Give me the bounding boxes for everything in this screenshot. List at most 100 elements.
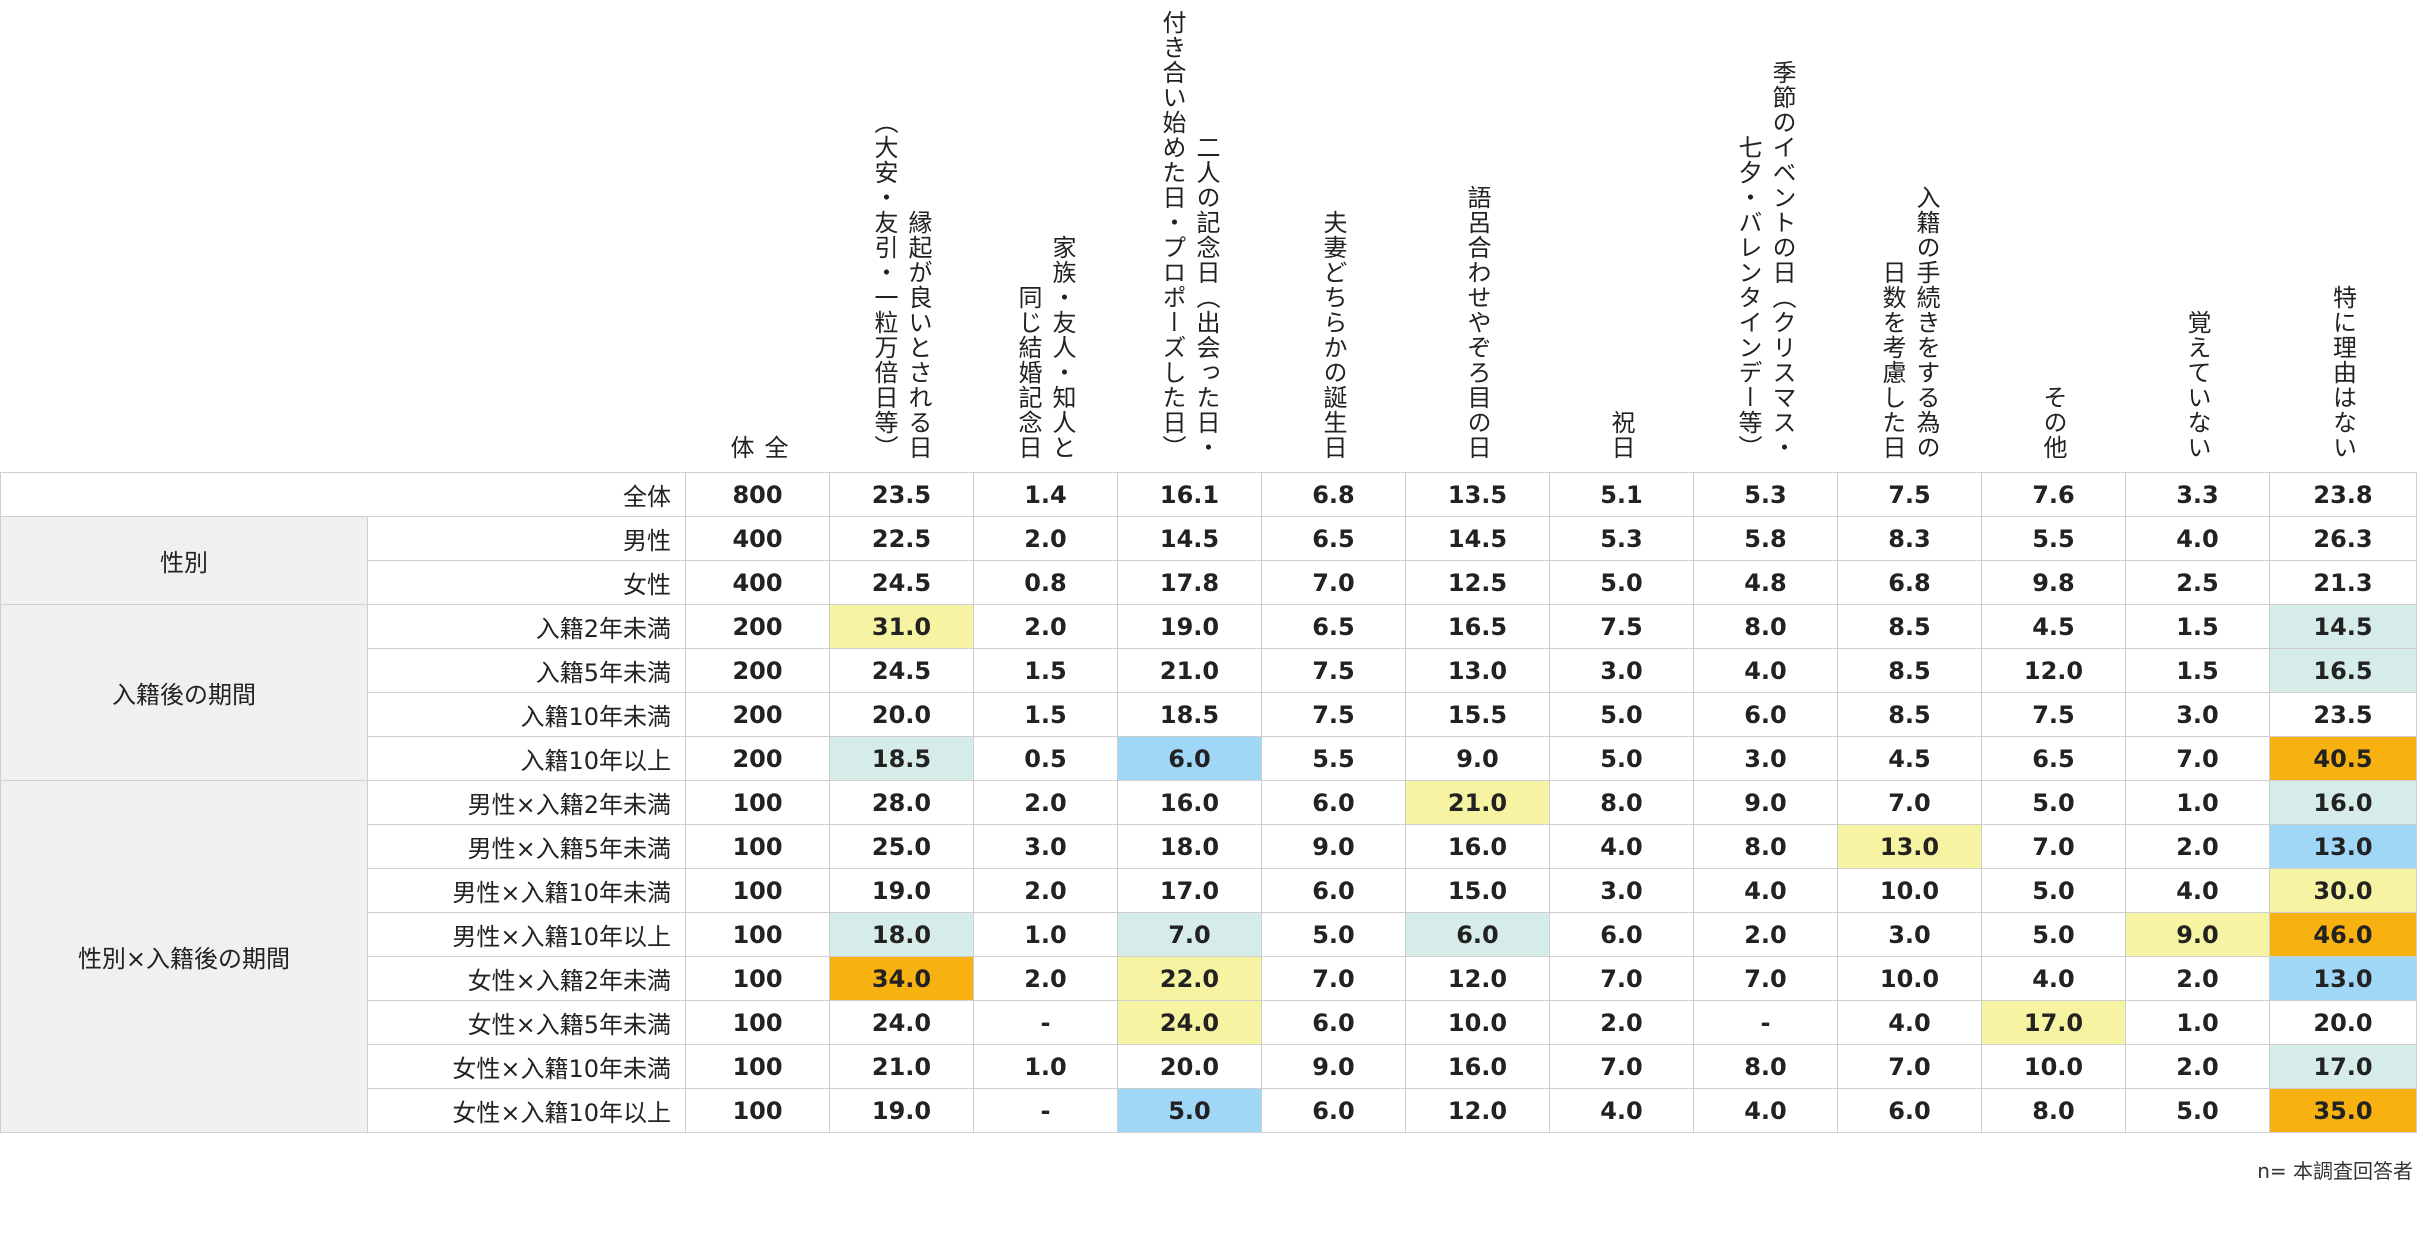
- value-cell: 1.5: [973, 692, 1118, 737]
- value-cell: 2.0: [2125, 824, 2270, 869]
- row-label: 男性×入籍2年未満: [367, 780, 686, 825]
- value-cell: 5.8: [1693, 516, 1838, 561]
- table-row: 女性×入籍5年未満 100 24.0-24.0 6.0 10.0 2.0-4.0 17.0 1…: [1, 1000, 2417, 1045]
- value-cell: 6.8: [1837, 560, 1982, 605]
- value-cell: 6.0: [1693, 692, 1838, 737]
- value-cell: 23.5: [2269, 692, 2417, 737]
- value-cell: 17.8: [1117, 560, 1262, 605]
- value-cell: 8.0: [1693, 1044, 1838, 1089]
- value-cell: 10.0: [1981, 1044, 2126, 1089]
- value-cell: 8.5: [1837, 692, 1982, 737]
- value-cell: 46.0: [2269, 912, 2417, 957]
- value-cell: 23.5: [829, 472, 974, 517]
- value-cell: 7.5: [1261, 648, 1406, 693]
- value-cell: 1.5: [2125, 604, 2270, 649]
- results-table: 全体 800 23.5 1.4 16.1 6.8 13.5 5.1 5.3 7.5 7.6 3.3 23…: [0, 472, 2417, 1133]
- value-cell: 1.0: [973, 912, 1118, 957]
- column-headers: 全体縁起が良いとされる日 （大安・友引・一粒万倍日等） 家族・友人・知人と 同じ結婚記…: [0, 0, 2417, 472]
- value-cell: 7.0: [1117, 912, 1262, 957]
- value-cell: 16.5: [1405, 604, 1550, 649]
- value-cell: 10.0: [1837, 956, 1982, 1001]
- value-cell: 2.0: [973, 956, 1118, 1001]
- value-cell: 200: [685, 604, 830, 649]
- value-cell: 8.0: [1693, 824, 1838, 869]
- row-label: 女性×入籍2年未満: [367, 956, 686, 1001]
- table-row: 女性×入籍10年未満 100 21.0 1.0 20.0 9.0 16.0 7.0 8.0 7.0…: [1, 1044, 2417, 1089]
- value-cell: 12.5: [1405, 560, 1550, 605]
- value-cell: 2.5: [2125, 560, 2270, 605]
- value-cell: 16.0: [1117, 780, 1262, 825]
- value-cell: 2.0: [2125, 956, 2270, 1001]
- header-procedure: 入籍の手続きをする為の 日数を考慮した日: [1837, 0, 1981, 460]
- value-cell: 2.0: [1693, 912, 1838, 957]
- value-cell: -: [1693, 1000, 1838, 1045]
- value-cell: 14.5: [2269, 604, 2417, 649]
- header-auspicious: 縁起が良いとされる日 （大安・友引・一粒万倍日等）: [829, 0, 973, 460]
- value-cell: 3.0: [973, 824, 1118, 869]
- header-family-line: 家族・友人・知人と: [1048, 235, 1076, 460]
- value-cell: 9.0: [2125, 912, 2270, 957]
- header-holiday-line: 祝日: [1607, 410, 1635, 460]
- value-cell: 100: [685, 824, 830, 869]
- value-cell: 5.0: [1981, 912, 2126, 957]
- value-cell: 15.0: [1405, 868, 1550, 913]
- value-cell: 200: [685, 648, 830, 693]
- table-row: 男性×入籍10年以上 100 18.0 1.0 7.0 5.0 6.0 6.0 2.0 3.0 5.…: [1, 912, 2417, 957]
- header-wordplay: 語呂合わせやぞろ目の日: [1405, 0, 1549, 460]
- header-procedure-line: 入籍の手続きをする為の: [1912, 185, 1940, 460]
- value-cell: 7.0: [1981, 824, 2126, 869]
- value-cell: 3.3: [2125, 472, 2270, 517]
- value-cell: 4.0: [1981, 956, 2126, 1001]
- value-cell: 5.1: [1549, 472, 1694, 517]
- value-cell: 3.0: [1837, 912, 1982, 957]
- value-cell: 14.5: [1405, 516, 1550, 561]
- row-label: 男性×入籍10年未満: [367, 868, 686, 913]
- value-cell: 2.0: [973, 868, 1118, 913]
- value-cell: 16.1: [1117, 472, 1262, 517]
- value-cell: 17.0: [2269, 1044, 2417, 1089]
- header-season: 季節のイベントの日（クリスマス・ 七夕・バレンタインデー等）: [1693, 0, 1837, 460]
- value-cell: 9.0: [1261, 1044, 1406, 1089]
- row-label: 入籍5年未満: [367, 648, 686, 693]
- value-cell: 7.0: [2125, 736, 2270, 781]
- value-cell: 3.0: [1549, 648, 1694, 693]
- value-cell: 13.5: [1405, 472, 1550, 517]
- row-label: 男性×入籍5年未満: [367, 824, 686, 869]
- header-auspicious-line: 縁起が良いとされる日: [904, 210, 932, 460]
- header-auspicious-line: （大安・友引・一粒万倍日等）: [870, 110, 898, 460]
- value-cell: 2.0: [973, 604, 1118, 649]
- value-cell: 6.0: [1261, 868, 1406, 913]
- row-label: 入籍10年以上: [367, 736, 686, 781]
- header-procedure-line: 日数を考慮した日: [1878, 260, 1906, 460]
- header-noreason: 特に理由はない: [2269, 0, 2416, 460]
- value-cell: 22.5: [829, 516, 974, 561]
- value-cell: 9.0: [1693, 780, 1838, 825]
- value-cell: 100: [685, 1000, 830, 1045]
- value-cell: 200: [685, 692, 830, 737]
- value-cell: 6.0: [1117, 736, 1262, 781]
- value-cell: 16.0: [1405, 1044, 1550, 1089]
- value-cell: 200: [685, 736, 830, 781]
- value-cell: 10.0: [1405, 1000, 1550, 1045]
- value-cell: 5.0: [1549, 736, 1694, 781]
- value-cell: 25.0: [829, 824, 974, 869]
- value-cell: 22.0: [1117, 956, 1262, 1001]
- value-cell: 17.0: [1981, 1000, 2126, 1045]
- table-row: 女性×入籍10年以上 100 19.0-5.0 6.0 12.0 4.0 4.0 6.0 8.0…: [1, 1088, 2417, 1133]
- value-cell: 6.5: [1261, 604, 1406, 649]
- value-cell: 7.5: [1261, 692, 1406, 737]
- value-cell: 5.5: [1981, 516, 2126, 561]
- header-family: 家族・友人・知人と 同じ結婚記念日: [973, 0, 1117, 460]
- header-season-line: 七夕・バレンタインデー等）: [1734, 135, 1762, 460]
- header-forgot-line: 覚えていない: [2183, 310, 2211, 460]
- value-cell: 4.0: [2125, 516, 2270, 561]
- header-other-line: その他: [2039, 385, 2067, 460]
- value-cell: 18.0: [829, 912, 974, 957]
- value-cell: 18.0: [1117, 824, 1262, 869]
- value-cell: 13.0: [2269, 956, 2417, 1001]
- value-cell: 1.0: [2125, 1000, 2270, 1045]
- value-cell: 7.0: [1837, 780, 1982, 825]
- value-cell: 7.0: [1261, 956, 1406, 1001]
- header-anniversary: 二人の記念日（出会った日・ 付き合い始めた日・プロポーズした日）: [1117, 0, 1261, 460]
- value-cell: 5.0: [1981, 868, 2126, 913]
